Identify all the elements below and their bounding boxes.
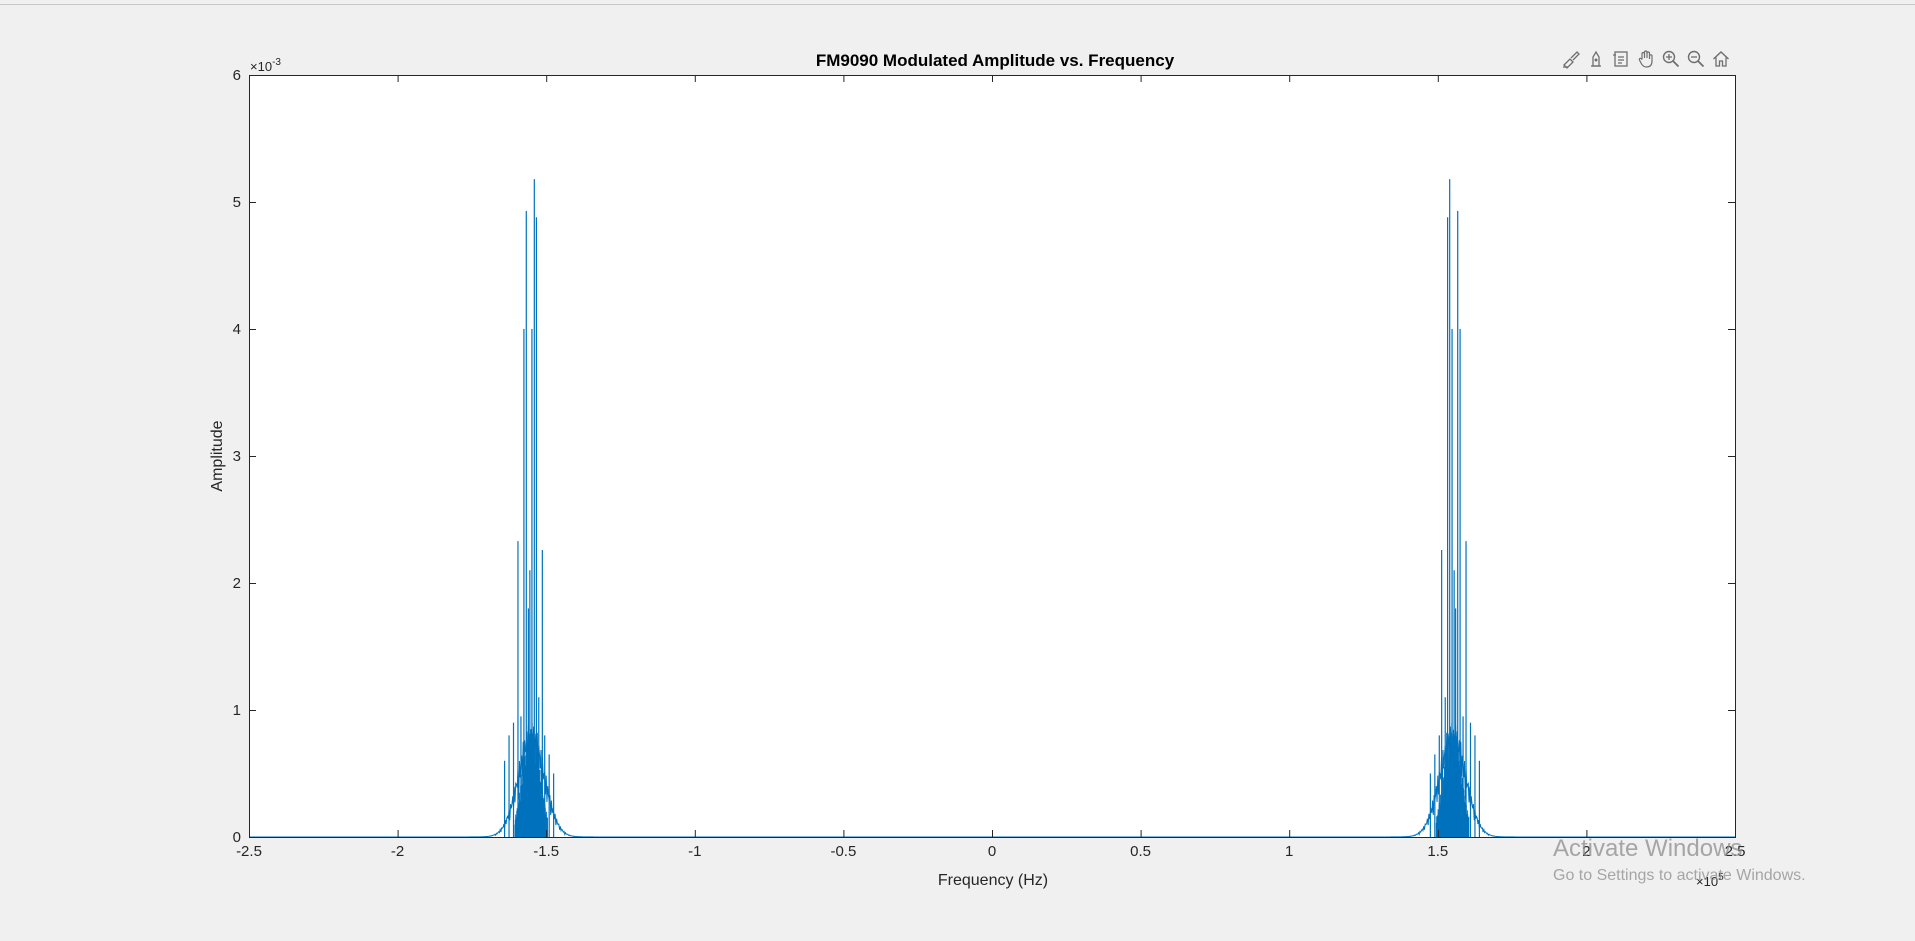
- home-button[interactable]: [1710, 48, 1732, 70]
- series-layer: [249, 179, 1735, 838]
- x-tick-label: -2.5: [236, 843, 262, 860]
- brush-icon: [1563, 51, 1580, 69]
- x-tick-label: 2: [1582, 843, 1590, 860]
- axes-toolbar: [1560, 48, 1732, 70]
- y-multiplier-exponent: -3: [272, 57, 281, 68]
- zoom-out-button[interactable]: [1685, 48, 1707, 70]
- y-tick-label: 6: [233, 67, 241, 84]
- pan-hand-icon: [1638, 50, 1653, 68]
- y-axis-multiplier: ×10-3: [250, 57, 281, 74]
- y-tick-label: 2: [233, 575, 241, 592]
- y-tick-label: 1: [233, 702, 241, 719]
- x-tick-label: -1: [688, 843, 701, 860]
- brush-button[interactable]: [1560, 48, 1582, 70]
- x-tick-label: 0.5: [1130, 843, 1151, 860]
- restore-view-icon: [1613, 51, 1628, 67]
- x-tick-label: 1: [1285, 843, 1293, 860]
- home-icon: [1713, 51, 1729, 67]
- x-multiplier-base: ×10: [1696, 874, 1718, 889]
- y-tick-label: 0: [233, 829, 241, 846]
- y-axis-label: Amplitude: [209, 420, 226, 491]
- x-tick-label: 2.5: [1725, 843, 1746, 860]
- x-tick-label: -0.5: [830, 843, 856, 860]
- window-top-edge: [0, 0, 1915, 5]
- restore-view-button[interactable]: [1610, 48, 1632, 70]
- x-tick-label: 0: [988, 843, 996, 860]
- x-tick-label: 1.5: [1427, 843, 1448, 860]
- chart-title: FM9090 Modulated Amplitude vs. Frequency: [816, 51, 1175, 70]
- pan-button[interactable]: [1635, 48, 1657, 70]
- x-tick-label: -2: [391, 843, 404, 860]
- zoom-in-button[interactable]: [1660, 48, 1682, 70]
- data-tips-icon: [1591, 50, 1601, 67]
- y-tick-label: 3: [233, 448, 241, 465]
- plot-area: [249, 75, 1735, 837]
- y-tick-label: 5: [233, 194, 241, 211]
- tick-layer: -2.5 -2 -1.5 -1 -0.5 0 0.5 1 1.5 2 2.5 0 1 2 3 4 5 6: [233, 67, 1746, 860]
- y-tick-label: 4: [233, 321, 241, 338]
- y-multiplier-base: ×10: [250, 59, 272, 74]
- zoom-in-icon: [1662, 50, 1680, 68]
- x-axis-multiplier: ×105: [1696, 872, 1724, 889]
- x-multiplier-exponent: 5: [1718, 872, 1724, 883]
- zoom-out-icon: [1687, 50, 1705, 68]
- x-axis-label: Frequency (Hz): [938, 872, 1048, 889]
- x-tick-label: -1.5: [533, 843, 559, 860]
- data-tips-button[interactable]: [1585, 48, 1607, 70]
